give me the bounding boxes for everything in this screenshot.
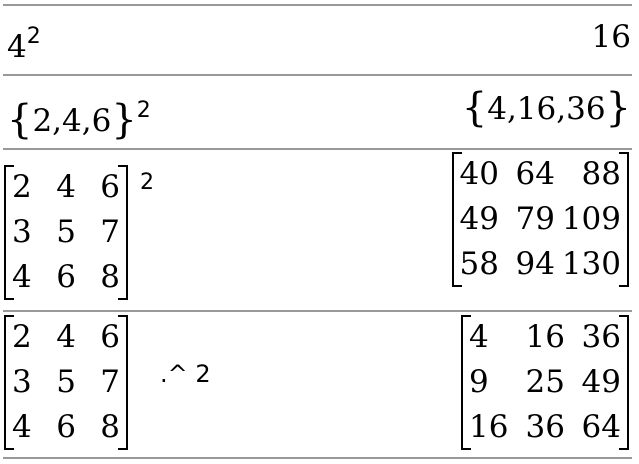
matrix-cell: 4 — [469, 319, 489, 355]
matrix-row: 49 79 109 — [460, 197, 621, 242]
matrix-row: 9 25 49 — [469, 360, 621, 405]
matrix-cell: 16 — [525, 319, 565, 355]
matrix-cell: 2 — [12, 169, 32, 205]
matrix-row: 58 94 130 — [460, 242, 621, 287]
matrix-cell: 4 — [12, 409, 32, 445]
exponent: 2 — [26, 24, 41, 49]
entry-2-input[interactable]: {2,4,6}2 — [7, 98, 151, 141]
matrix-cell: 40 — [459, 156, 499, 192]
matrix-cell: 49 — [581, 364, 621, 400]
matrix-row: 40 64 88 — [460, 152, 621, 197]
matrix-cell: 49 — [459, 201, 499, 237]
entry-3-output-matrix: 40 64 88 49 79 109 58 94 130 — [451, 152, 629, 287]
matrix-cell: 64 — [581, 409, 621, 445]
matrix-cell: 130 — [561, 246, 621, 282]
matrix-cell: 2 — [12, 319, 32, 355]
right-brace: } — [605, 85, 631, 131]
entry-2-output: {4,16,36} — [462, 86, 631, 128]
matrix-cell: 25 — [525, 364, 565, 400]
matrix-cell: 8 — [100, 259, 120, 295]
matrix-cell: 6 — [56, 409, 76, 445]
matrix-cell: 3 — [12, 214, 32, 250]
entry-4-output-matrix: 4 16 36 9 25 49 16 36 64 — [461, 315, 629, 450]
exponent: 2 — [140, 164, 154, 195]
matrix-cell: 79 — [515, 201, 555, 237]
matrix-cell: 6 — [100, 169, 120, 205]
matrix-cell: 4 — [12, 259, 32, 295]
matrix-cell: 16 — [469, 409, 509, 445]
divider — [3, 148, 632, 150]
matrix-cell: 88 — [581, 156, 621, 192]
elementwise-power-operator: .^ 2 — [160, 360, 211, 388]
matrix-cell: 5 — [56, 364, 76, 400]
matrix-cell: 36 — [525, 409, 565, 445]
matrix-cell: 7 — [100, 214, 120, 250]
matrix-cell: 7 — [100, 364, 120, 400]
entry-1-input[interactable]: 42 — [7, 26, 41, 65]
entry-1-output: 16 — [591, 19, 631, 55]
list: 4,16,36 — [487, 91, 606, 127]
matrix-cell: 6 — [56, 259, 76, 295]
right-brace: } — [111, 97, 137, 143]
list: 2,4,6 — [32, 103, 112, 139]
divider — [3, 74, 632, 76]
matrix-cell: 9 — [469, 364, 489, 400]
matrix-cell: 6 — [100, 319, 120, 355]
matrix-row: 16 36 64 — [469, 405, 621, 450]
matrix-cell: 4 — [56, 319, 76, 355]
left-brace: { — [461, 85, 488, 131]
matrix-cell: 36 — [581, 319, 621, 355]
exponent: 2 — [136, 98, 151, 123]
divider — [3, 4, 632, 6]
exponent-text: 2 — [140, 170, 154, 195]
matrix-cell: 109 — [561, 201, 621, 237]
left-brace: { — [7, 97, 33, 143]
matrix-cell: 4 — [56, 169, 76, 205]
divider — [3, 310, 632, 312]
matrix-cell: 8 — [100, 409, 120, 445]
matrix-cell: 5 — [56, 214, 76, 250]
matrix-row: 4 16 36 — [469, 315, 621, 360]
matrix-cell: 58 — [459, 246, 499, 282]
matrix-cell: 3 — [12, 364, 32, 400]
divider — [3, 457, 632, 459]
matrix-cell: 64 — [515, 156, 555, 192]
matrix-cell: 94 — [515, 246, 555, 282]
base: 4 — [7, 29, 27, 65]
